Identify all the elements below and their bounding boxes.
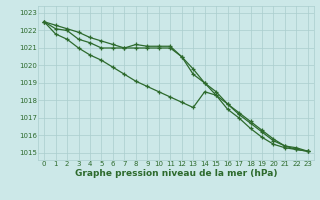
X-axis label: Graphe pression niveau de la mer (hPa): Graphe pression niveau de la mer (hPa): [75, 169, 277, 178]
